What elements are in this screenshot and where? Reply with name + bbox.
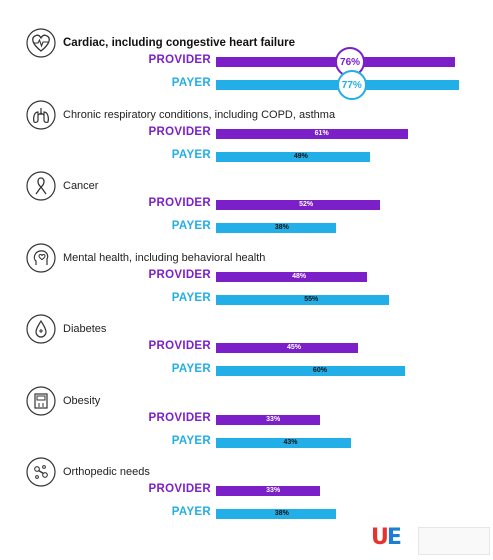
provider-label: PROVIDER xyxy=(148,483,211,495)
head-icon xyxy=(26,242,56,273)
provider-label: PROVIDER xyxy=(148,197,211,209)
data-label: 45% xyxy=(286,344,301,351)
category-label: Chronic respiratory conditions, includin… xyxy=(63,108,336,121)
drop-icon xyxy=(26,314,56,344)
logo-mark-u: U xyxy=(371,525,389,550)
data-label: 55% xyxy=(304,295,319,303)
provider-bar xyxy=(216,200,380,210)
payer-bar xyxy=(216,294,390,305)
lungs-icon xyxy=(26,99,56,130)
category-label: Mental health, including behavioral heal… xyxy=(63,251,266,264)
payer-label: PAYER xyxy=(171,77,211,89)
data-label: 48% xyxy=(292,272,307,280)
provider-bar xyxy=(216,271,368,282)
data-label: 61% xyxy=(314,129,329,137)
data-label: 52% xyxy=(299,201,314,208)
data-label: 33% xyxy=(266,487,281,494)
provider-label: PROVIDER xyxy=(148,340,211,352)
watermark xyxy=(418,527,490,555)
data-label: 43% xyxy=(283,438,298,446)
provider-label: PROVIDER xyxy=(148,54,211,66)
category-label: Obesity xyxy=(63,394,101,407)
provider-label: PROVIDER xyxy=(148,268,211,281)
logo-mark-e: E xyxy=(386,525,402,550)
category-label: Cancer xyxy=(63,180,99,192)
logo: UE xyxy=(371,525,402,550)
payer-label: PAYER xyxy=(171,148,211,161)
heart-icon xyxy=(26,28,56,58)
payer-bar xyxy=(216,509,336,519)
data-label: 38% xyxy=(274,224,289,231)
scale-icon xyxy=(26,385,56,416)
payer-bar xyxy=(216,223,336,233)
payer-label: PAYER xyxy=(171,434,211,447)
category-label: Diabetes xyxy=(63,323,107,335)
payer-bar xyxy=(216,366,405,376)
bones-icon xyxy=(26,457,56,487)
provider-bar xyxy=(216,414,320,425)
data-label: 49% xyxy=(293,152,308,160)
ribbon-icon xyxy=(26,171,56,201)
data-label: 33% xyxy=(266,415,281,423)
payer-bar xyxy=(216,437,352,448)
payer-label: PAYER xyxy=(171,291,211,304)
payer-label: PAYER xyxy=(171,363,211,375)
provider-bar xyxy=(216,343,358,353)
category-label: Cardiac, including congestive heart fail… xyxy=(63,37,295,49)
payer-label: PAYER xyxy=(171,220,211,232)
payer-bar xyxy=(216,151,371,162)
provider-label: PROVIDER xyxy=(148,411,211,424)
category-label: Orthopedic needs xyxy=(63,466,150,478)
data-label: 60% xyxy=(312,367,327,374)
data-label: 77% xyxy=(336,70,367,100)
provider-label: PROVIDER xyxy=(148,125,211,138)
data-label: 38% xyxy=(274,510,289,517)
provider-bar xyxy=(216,128,409,139)
provider-bar xyxy=(216,486,320,496)
payer-label: PAYER xyxy=(171,506,211,518)
